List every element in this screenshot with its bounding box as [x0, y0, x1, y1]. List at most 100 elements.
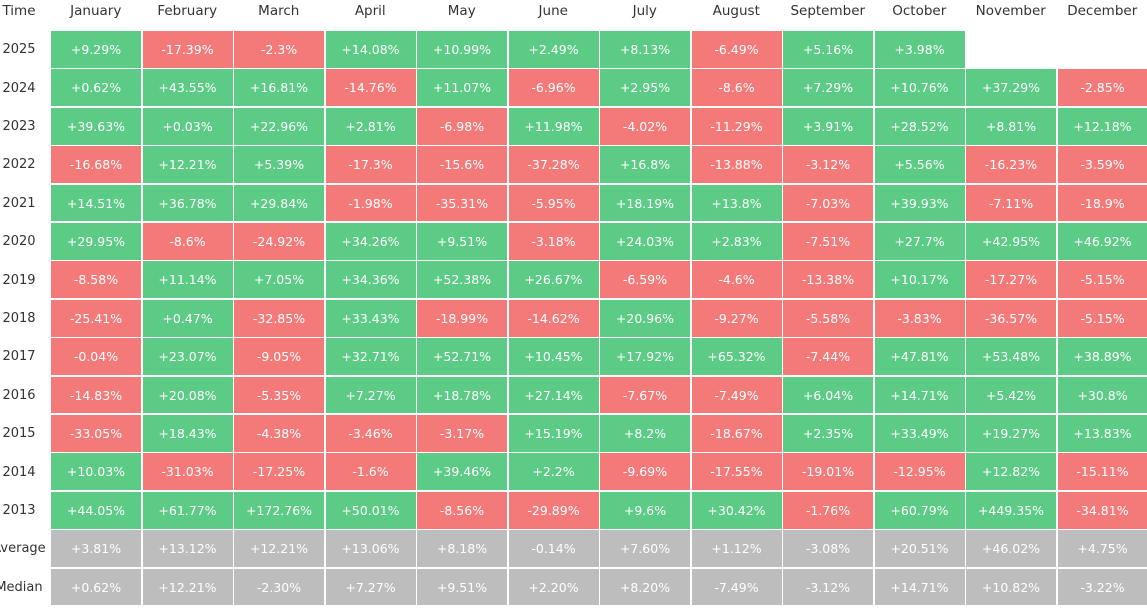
return-cell: -11.29%: [691, 107, 782, 145]
return-cell: -29.89%: [508, 491, 599, 529]
return-cell: -18.99%: [417, 299, 507, 337]
return-cell: -9.05%: [234, 338, 324, 376]
return-cell: +0.47%: [142, 299, 233, 337]
row-label: 2015: [2, 426, 36, 442]
return-cell: -7.03%: [783, 184, 873, 222]
return-cell: +5.56%: [874, 146, 965, 184]
return-cell: +15.19%: [508, 415, 599, 452]
return-cell: +11.14%: [142, 261, 233, 299]
return-cell: +34.26%: [325, 223, 416, 260]
return-cell: -25.41%: [51, 299, 141, 337]
return-cell: +39.46%: [417, 453, 507, 491]
return-cell: -5.15%: [1057, 299, 1147, 337]
return-cell: +12.82%: [966, 453, 1056, 491]
return-cell: +29.95%: [51, 223, 141, 260]
row-label: 2013: [2, 502, 36, 518]
return-cell: +0.03%: [142, 107, 233, 145]
return-cell: -2.30%: [234, 568, 324, 606]
return-cell: +10.17%: [874, 261, 965, 299]
return-cell: +10.99%: [417, 31, 507, 68]
return-cell: +449.35%: [966, 491, 1056, 529]
return-cell: +27.7%: [874, 223, 965, 260]
return-cell: -1.98%: [325, 184, 416, 222]
return-cell: +26.67%: [508, 261, 599, 299]
row-label: 2025: [2, 42, 36, 58]
return-cell: +8.2%: [600, 415, 690, 452]
month-header: May: [447, 3, 476, 19]
return-cell: +5.16%: [783, 31, 873, 68]
return-cell: +16.81%: [234, 69, 324, 107]
return-cell: -15.6%: [417, 146, 507, 184]
return-cell: +2.49%: [508, 31, 599, 68]
return-cell: -17.3%: [325, 146, 416, 184]
return-cell: -6.59%: [600, 261, 690, 299]
return-cell: -5.95%: [508, 184, 599, 222]
return-cell: -4.38%: [234, 415, 324, 452]
return-cell: +7.05%: [234, 261, 324, 299]
return-cell: -0.14%: [508, 530, 599, 568]
return-cell: +2.2%: [508, 453, 599, 491]
row-label: 2019: [2, 272, 36, 288]
return-cell: +8.13%: [600, 31, 690, 68]
return-cell: -3.08%: [783, 530, 873, 568]
return-cell: -7.51%: [783, 223, 873, 260]
month-header: December: [1067, 3, 1138, 19]
return-cell: -14.76%: [325, 69, 416, 107]
row-label: 2024: [2, 80, 36, 96]
return-cell: +37.29%: [966, 69, 1056, 107]
return-cell: -5.58%: [783, 299, 873, 337]
return-cell: +50.01%: [325, 491, 416, 529]
return-cell: -3.83%: [874, 299, 965, 337]
return-cell: -33.05%: [51, 415, 141, 452]
return-cell: +0.62%: [51, 69, 141, 107]
month-header: August: [712, 3, 760, 19]
return-cell: +8.18%: [417, 530, 507, 568]
row-label: 2018: [2, 310, 36, 326]
month-header: July: [632, 3, 657, 19]
month-header: April: [354, 3, 386, 19]
return-cell: +27.14%: [508, 376, 599, 414]
return-cell: +16.8%: [600, 146, 690, 184]
return-cell: +14.71%: [874, 376, 965, 414]
return-cell: -14.62%: [508, 299, 599, 337]
return-cell: -3.18%: [508, 223, 599, 260]
return-cell: +4.75%: [1057, 530, 1147, 568]
return-cell: +12.21%: [234, 530, 324, 568]
row-label: 2020: [2, 234, 36, 250]
return-cell: -24.92%: [234, 223, 324, 260]
return-cell: +39.93%: [874, 184, 965, 222]
month-header: September: [790, 3, 866, 19]
return-cell: +52.71%: [417, 338, 507, 376]
return-cell: +8.20%: [600, 568, 690, 606]
return-cell: +13.83%: [1057, 415, 1147, 452]
return-cell: -5.15%: [1057, 261, 1147, 299]
return-cell: +18.43%: [142, 415, 233, 452]
return-cell: -9.27%: [691, 299, 782, 337]
return-cell: -18.9%: [1057, 184, 1147, 222]
return-cell: +33.43%: [325, 299, 416, 337]
return-cell: +10.76%: [874, 69, 965, 107]
month-header: January: [70, 3, 122, 19]
return-cell: +38.89%: [1057, 338, 1147, 376]
return-cell: -8.56%: [417, 491, 507, 529]
return-cell: -12.95%: [874, 453, 965, 491]
header-corner: Time: [2, 3, 36, 19]
return-cell: +23.07%: [142, 338, 233, 376]
return-cell: +5.42%: [966, 376, 1056, 414]
month-header: March: [258, 3, 300, 19]
return-cell: -7.49%: [691, 376, 782, 414]
return-cell: -34.81%: [1057, 491, 1147, 529]
row-label: 2023: [2, 118, 36, 134]
return-cell: +65.32%: [691, 338, 782, 376]
return-cell: +2.83%: [691, 223, 782, 260]
return-cell: +20.96%: [600, 299, 690, 337]
return-cell: +0.62%: [51, 568, 141, 606]
return-cell: +13.06%: [325, 530, 416, 568]
return-cell: +47.81%: [874, 338, 965, 376]
return-cell: -1.76%: [783, 491, 873, 529]
return-cell: +46.92%: [1057, 223, 1147, 260]
row-label: 2014: [2, 464, 36, 480]
return-cell: +9.29%: [51, 31, 141, 68]
return-cell: +14.08%: [325, 31, 416, 68]
return-cell: -37.28%: [508, 146, 599, 184]
